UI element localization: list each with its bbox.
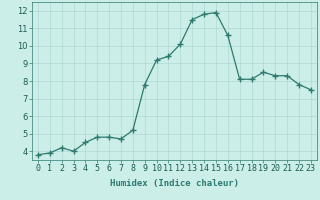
X-axis label: Humidex (Indice chaleur): Humidex (Indice chaleur) [110, 179, 239, 188]
